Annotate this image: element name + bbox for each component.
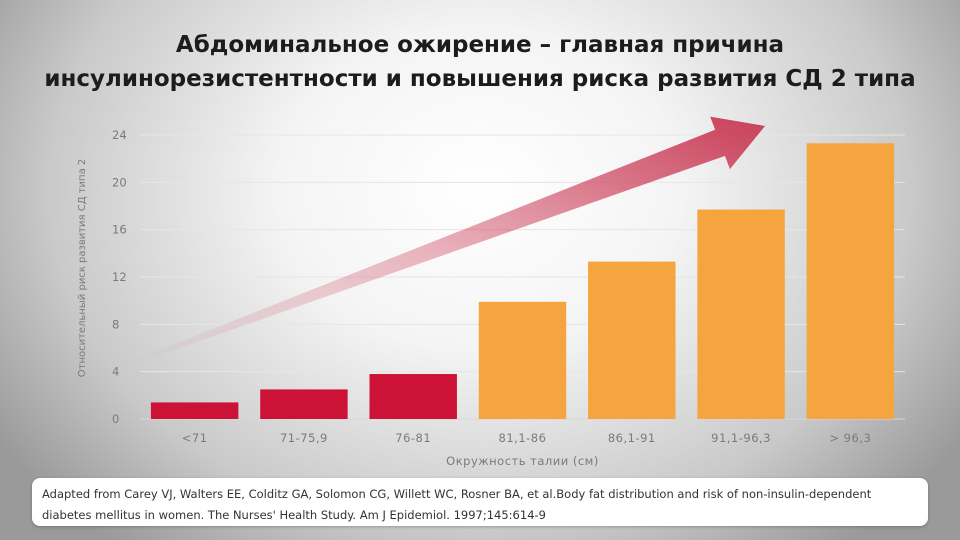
bar <box>260 389 348 419</box>
reference-line-1: Adapted from Carey VJ, Walters EE, Coldi… <box>42 487 872 501</box>
bar <box>806 143 895 420</box>
x-tick-labels: <71 71-75,9 76-81 81,1-86 86,1-91 91,1-96,3 > … <box>182 431 871 445</box>
trend-arrow <box>139 116 766 362</box>
y-axis-label: Относительный риск развития СД типа 2 <box>77 159 88 378</box>
y-tick-label: 0 <box>112 412 119 426</box>
x-tick-label: 91,1-96,3 <box>711 431 771 445</box>
x-axis-label: Окружность талии (см) <box>446 454 599 468</box>
bars <box>150 143 895 420</box>
title-line-2: инсулинорезистентности и повышения риска… <box>44 66 916 92</box>
trend-arrow-layer <box>139 116 766 362</box>
y-tick-label: 20 <box>112 175 127 189</box>
reference-box: Adapted from Carey VJ, Walters EE, Coldi… <box>32 478 928 526</box>
y-tick-label: 4 <box>112 365 119 379</box>
title-line-1: Абдоминальное ожирение – главная причина <box>175 32 785 58</box>
x-tick-label: 71-75,9 <box>280 431 328 445</box>
bar <box>478 301 567 419</box>
reference-line-2: diabetes mellitus in women. The Nurses' … <box>42 508 546 522</box>
x-tick-label: > 96,3 <box>829 431 871 445</box>
bar <box>588 261 676 419</box>
bar <box>369 374 457 419</box>
y-tick-label: 12 <box>112 270 127 284</box>
y-tick-label: 16 <box>112 223 127 237</box>
y-tick-label: 24 <box>112 128 127 142</box>
x-tick-label: <71 <box>182 431 208 445</box>
y-tick-label: 8 <box>112 317 119 331</box>
bar <box>697 209 785 419</box>
bar <box>150 402 239 419</box>
x-tick-label: 81,1-86 <box>499 431 547 445</box>
x-tick-label: 76-81 <box>395 431 431 445</box>
y-tick-labels: 0 4 8 12 16 20 24 <box>112 128 127 426</box>
x-tick-label: 86,1-91 <box>608 431 656 445</box>
page-title: Абдоминальное ожирение – главная причина… <box>0 28 960 96</box>
